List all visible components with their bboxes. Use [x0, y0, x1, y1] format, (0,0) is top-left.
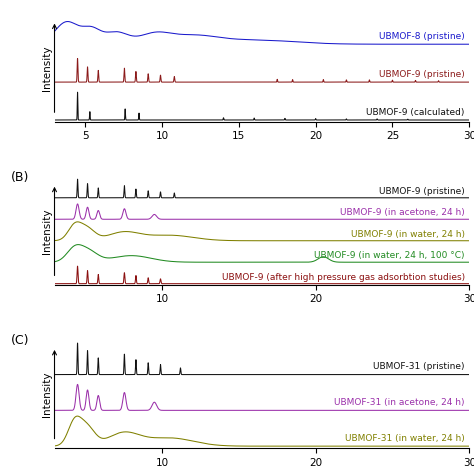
Text: UBMOF-9 (in acetone, 24 h): UBMOF-9 (in acetone, 24 h) — [340, 209, 465, 218]
Text: UBMOF-31 (in water, 24 h): UBMOF-31 (in water, 24 h) — [345, 434, 465, 443]
Text: UBMOF-9 (in water, 24 h, 100 °C): UBMOF-9 (in water, 24 h, 100 °C) — [314, 251, 465, 260]
Text: UBMOF-9 (calculated): UBMOF-9 (calculated) — [366, 108, 465, 117]
Text: UBMOF-9 (pristine): UBMOF-9 (pristine) — [379, 70, 465, 79]
Text: UBMOF-9 (in water, 24 h): UBMOF-9 (in water, 24 h) — [351, 230, 465, 239]
Text: (C): (C) — [11, 334, 29, 347]
Text: UBMOF-31 (in acetone, 24 h): UBMOF-31 (in acetone, 24 h) — [334, 398, 465, 407]
Y-axis label: Intensity: Intensity — [42, 372, 52, 417]
Y-axis label: Intensity: Intensity — [42, 45, 52, 91]
Text: UBMOF-9 (after high pressure gas adsorbtion studies): UBMOF-9 (after high pressure gas adsorbt… — [221, 273, 465, 282]
Text: UBMOF-31 (pristine): UBMOF-31 (pristine) — [373, 362, 465, 371]
Text: UBMOF-9 (pristine): UBMOF-9 (pristine) — [379, 187, 465, 196]
Text: (B): (B) — [11, 171, 29, 184]
Text: UBMOF-8 (pristine): UBMOF-8 (pristine) — [379, 32, 465, 41]
Y-axis label: Intensity: Intensity — [42, 209, 52, 254]
